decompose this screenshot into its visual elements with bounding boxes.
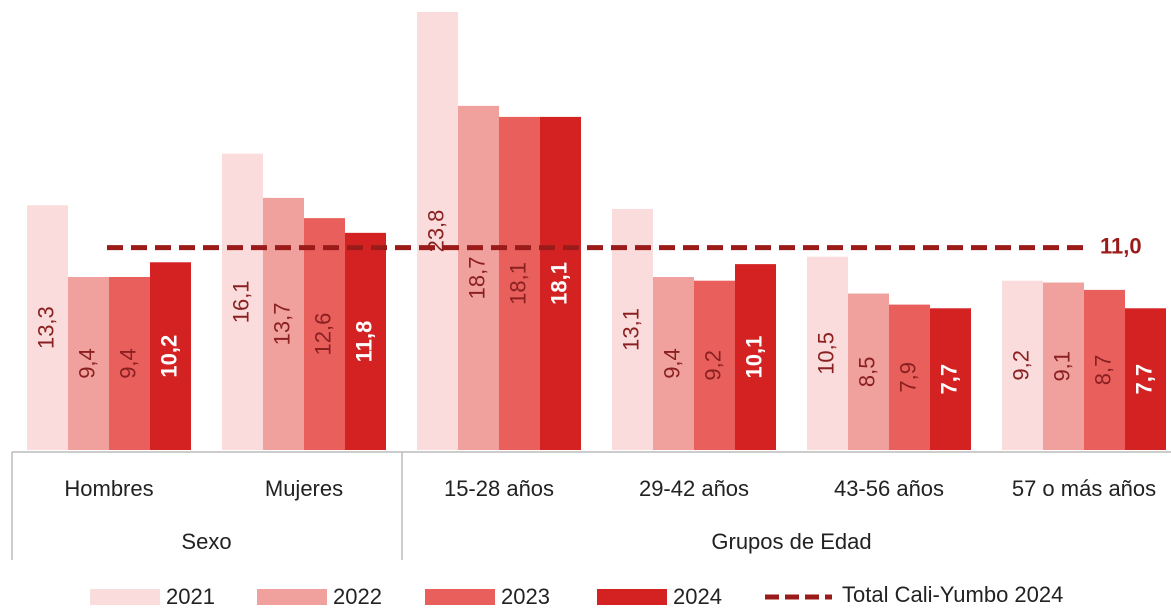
legend-swatch: [597, 589, 667, 605]
legend-swatch: [90, 589, 160, 605]
bar: [222, 153, 263, 451]
bar: [694, 280, 735, 450]
x-tick-label: Hombres: [64, 476, 153, 501]
bar: [1002, 280, 1043, 450]
bar: [653, 277, 694, 450]
value-label: 16,1: [228, 280, 253, 323]
bar: [930, 308, 971, 450]
bar: [345, 232, 386, 450]
group-label: Grupos de Edad: [711, 529, 871, 554]
x-tick-label: Mujeres: [265, 476, 343, 501]
bar: [263, 197, 304, 450]
x-tick-label: 57 o más años: [1012, 476, 1156, 501]
bar: [1043, 282, 1084, 450]
x-tick-label: 43-56 años: [834, 476, 944, 501]
value-label: 9,1: [1049, 351, 1074, 382]
legend-label: 2023: [501, 584, 550, 609]
bar: [889, 304, 930, 450]
reference-label: 11,0: [1100, 233, 1142, 258]
group-label: Sexo: [181, 529, 231, 554]
bar: [68, 277, 109, 450]
legend-label: 2021: [166, 584, 215, 609]
value-label: 7,9: [895, 362, 920, 393]
value-label: 13,1: [618, 308, 643, 351]
value-label: 7,7: [936, 364, 961, 395]
value-label: 18,1: [505, 262, 530, 305]
x-tick-label: 15-28 años: [444, 476, 554, 501]
value-label: 10,1: [741, 336, 766, 379]
bar: [417, 12, 458, 450]
legend-label: 2022: [333, 584, 382, 609]
bar: [109, 277, 150, 450]
value-label: 10,5: [813, 332, 838, 375]
value-label: 18,1: [546, 262, 571, 305]
bar: [1125, 308, 1166, 450]
value-label: 8,7: [1090, 355, 1115, 386]
value-label: 9,2: [1008, 350, 1033, 381]
bar: [1084, 289, 1125, 450]
bar: [27, 205, 68, 450]
legend-label: 2024: [673, 584, 722, 609]
value-label: 7,7: [1131, 364, 1156, 395]
value-label: 11,8: [351, 321, 376, 363]
value-label: 13,3: [33, 306, 58, 349]
bar: [540, 116, 581, 450]
value-label: 9,4: [659, 348, 684, 379]
value-label: 9,4: [115, 348, 140, 379]
legend-label: Total Cali-Yumbo 2024: [842, 582, 1063, 607]
bar: [304, 218, 345, 450]
value-label: 13,7: [269, 303, 294, 346]
value-label: 9,2: [700, 350, 725, 381]
value-label: 8,5: [854, 356, 879, 387]
bar: [499, 116, 540, 450]
legend-swatch: [257, 589, 327, 605]
value-label: 9,4: [74, 348, 99, 379]
bar: [150, 262, 191, 450]
bar: [807, 256, 848, 450]
bar: [735, 264, 776, 450]
bar: [848, 293, 889, 450]
legend-swatch: [425, 589, 495, 605]
x-tick-label: 29-42 años: [639, 476, 749, 501]
value-label: 18,7: [464, 257, 489, 300]
bar: [458, 105, 499, 450]
value-label: 10,2: [156, 335, 181, 378]
value-label: 12,6: [310, 313, 335, 356]
